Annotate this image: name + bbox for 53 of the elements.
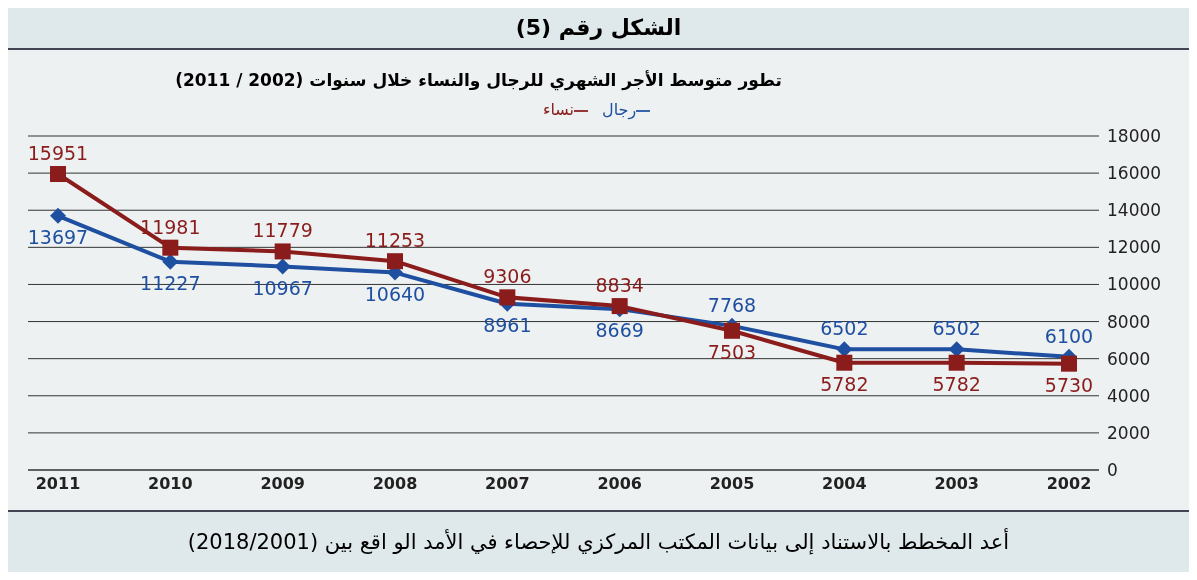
x-tick-label: 2003 (934, 474, 979, 494)
point (1061, 355, 1077, 372)
data-label: 11981 (140, 215, 201, 238)
legend-label: نساء (542, 100, 574, 119)
y-tick-label: 12000 (1107, 237, 1162, 258)
x-tick-label: 2005 (709, 474, 755, 494)
x-tick-label: 2007 (485, 474, 530, 494)
data-label: 15951 (27, 142, 89, 165)
data-label: 9306 (483, 265, 532, 288)
point (162, 253, 179, 270)
y-tick-label: 4000 (1107, 385, 1151, 406)
x-tick-label: 2009 (260, 474, 305, 494)
point (948, 354, 965, 371)
x-tick-label: 2004 (822, 474, 867, 494)
point (836, 354, 853, 371)
x-tick-label: 2010 (148, 474, 193, 494)
data-label: 6502 (820, 317, 869, 340)
data-label: 7768 (707, 293, 757, 316)
y-tick-label: 10000 (1107, 274, 1162, 295)
chart-title: الشكل رقم (5) (8, 8, 1189, 50)
y-tick-label: 6000 (1107, 348, 1151, 369)
point (387, 253, 403, 270)
legend-label: رجال (602, 100, 637, 119)
data-label: 11779 (252, 219, 313, 242)
x-tick-label: 2011 (35, 474, 81, 494)
y-tick-label: 8000 (1107, 311, 1151, 332)
data-label: 11253 (364, 229, 426, 252)
y-tick-label: 2000 (1107, 422, 1151, 443)
data-label: 8669 (595, 319, 644, 342)
point (50, 207, 66, 224)
point (50, 166, 66, 183)
data-label: 6100 (1044, 324, 1094, 347)
x-tick-label: 2006 (597, 474, 642, 494)
text: أعد المخطط بالاستناد إلى بيانات المكتب المركزي للإحصاء في الأمد الو اقع بين (2018/2001) (8, 510, 1189, 554)
x-tick-label: 2002 (1046, 474, 1092, 494)
y-tick-label: 16000 (1107, 163, 1162, 184)
point (499, 289, 516, 306)
data-label: 5782 (820, 372, 869, 395)
y-tick-label: 18000 (1107, 126, 1162, 147)
y-tick-label: 14000 (1107, 200, 1162, 221)
point (724, 322, 740, 339)
data-label: 5782 (932, 372, 981, 395)
point (162, 239, 179, 256)
data-label: 7503 (707, 340, 757, 363)
chart-subtitle: تطور متوسط الأجر الشهري للرجال والنساء خلال سنوات (2002 / 2011) (174, 69, 783, 90)
x-tick-label: 2008 (372, 474, 418, 494)
data-label: 13697 (27, 225, 89, 248)
point (274, 258, 291, 275)
point (274, 243, 291, 260)
data-label: 5730 (1044, 373, 1094, 396)
y-tick-label: 0 (1107, 460, 1118, 481)
data-label: 10640 (364, 282, 426, 305)
data-label: 6502 (932, 317, 981, 340)
